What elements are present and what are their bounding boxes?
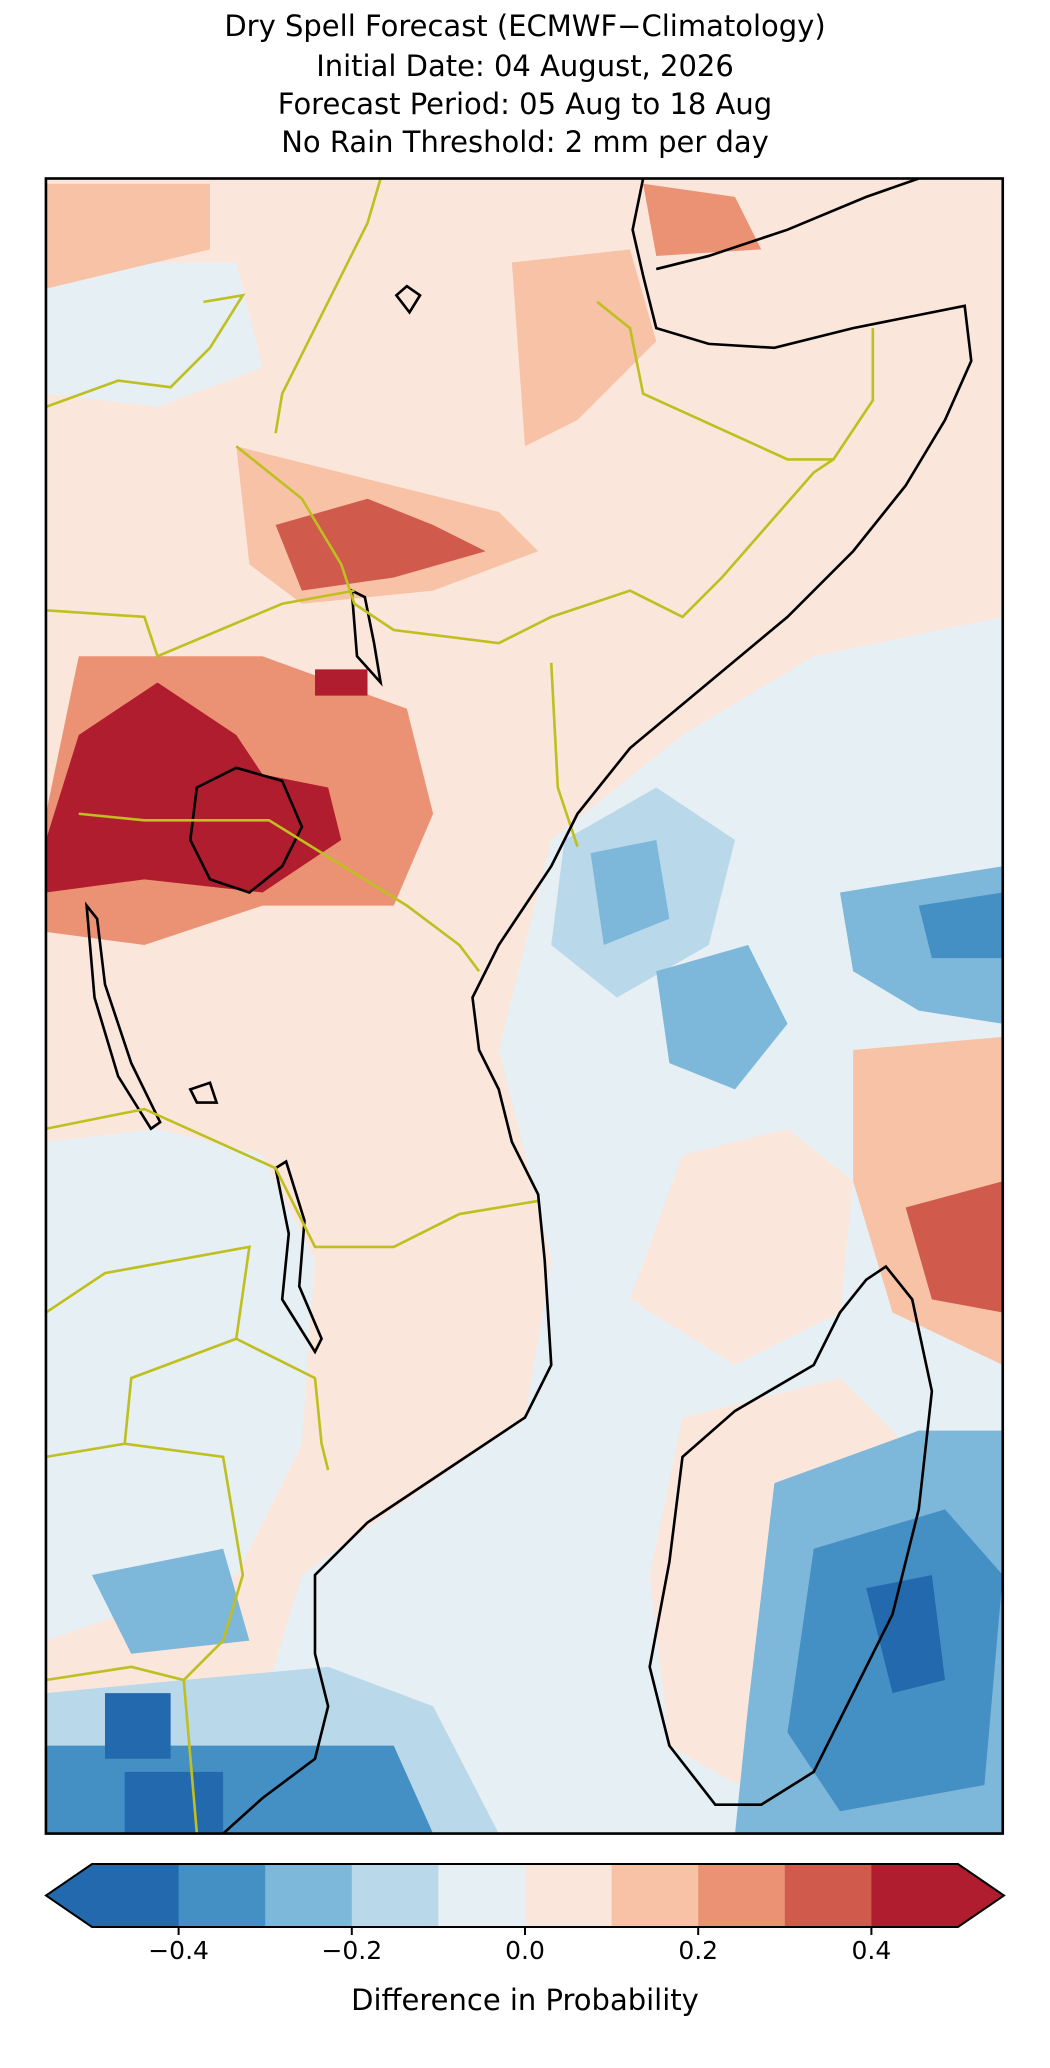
colorbar-segment [178, 1864, 266, 1927]
title-line: Forecast Period: 05 Aug to 18 Aug [278, 87, 772, 121]
colorbar-tick-label: −0.2 [321, 1936, 382, 1965]
colorbar-segment [438, 1864, 526, 1927]
colorbar-extend-max [958, 1864, 1004, 1927]
colorbar-segment [525, 1864, 613, 1927]
colorbar-outline [44, 1863, 1006, 1928]
map [44, 177, 1005, 1835]
colorbar-segment [698, 1864, 786, 1927]
colorbar-segment [784, 1864, 872, 1927]
colorbar: −0.4 −0.2 0.0 0.2 0.4 [44, 1863, 1006, 1965]
colorbar-segment [265, 1864, 353, 1927]
colorbar-tick-label: 0.2 [678, 1936, 718, 1965]
colorbar-tick-label: −0.4 [148, 1936, 209, 1965]
colorbar-tick-label: 0.4 [852, 1936, 892, 1965]
colorbar-tick-label: 0.0 [505, 1936, 545, 1965]
colorbar-segment [351, 1864, 439, 1927]
title-line: Dry Spell Forecast (ECMWF−Climatology) [224, 9, 825, 43]
title-line: Initial Date: 04 August, 2026 [316, 49, 734, 83]
colorbar-extend-min [46, 1864, 92, 1927]
colorbar-segment [92, 1864, 180, 1927]
colorbar-segment [611, 1864, 699, 1927]
colorbar-segment [871, 1864, 959, 1927]
title-line: No Rain Threshold: 2 mm per day [281, 125, 769, 159]
colorbar-label: Difference in Probability [351, 1983, 699, 2017]
